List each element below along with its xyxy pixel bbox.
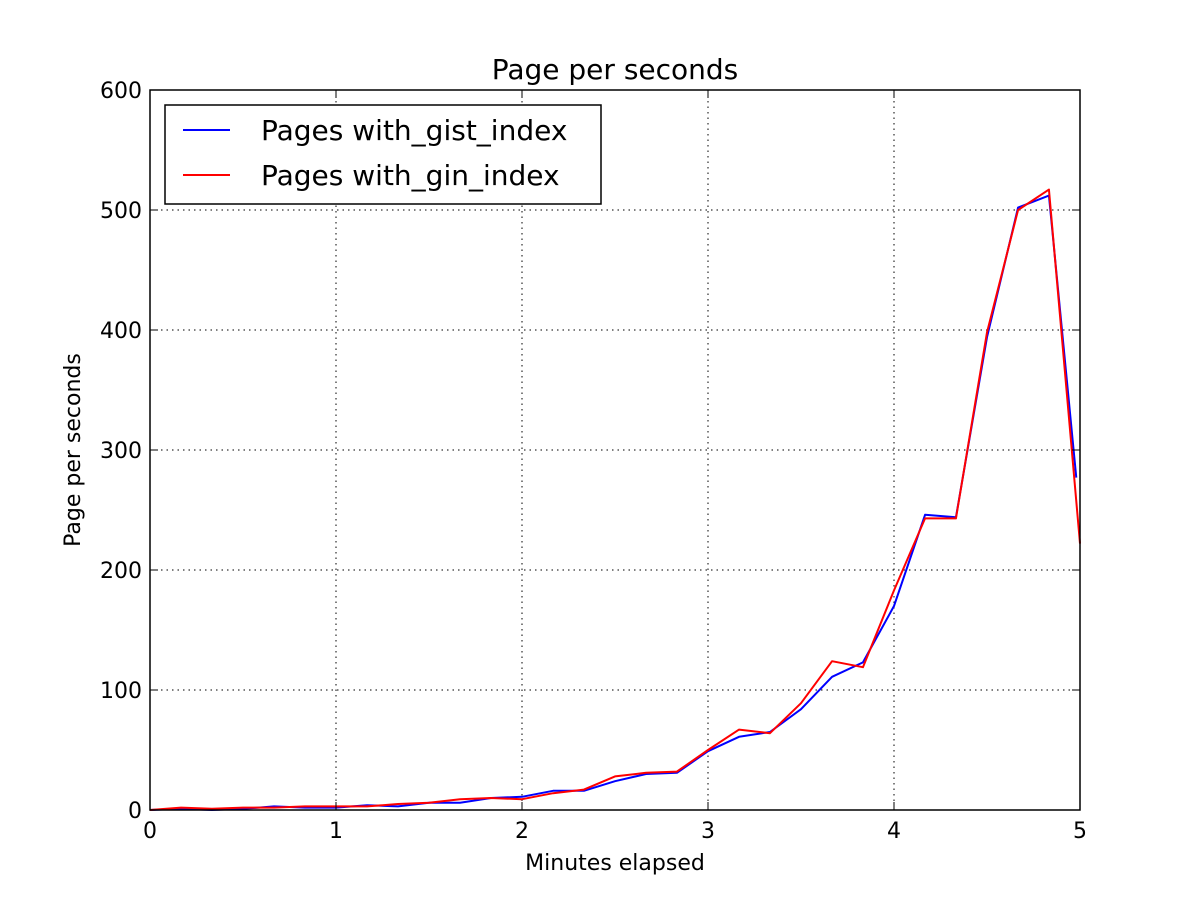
y-tick-label: 600 [100, 79, 142, 104]
y-tick-label: 100 [100, 679, 142, 704]
y-tick-label: 0 [128, 799, 142, 824]
x-axis-label: Minutes elapsed [525, 851, 705, 876]
x-tick-label: 5 [1073, 819, 1087, 844]
y-tick-label: 300 [100, 439, 142, 464]
x-tick-label: 4 [887, 819, 901, 844]
legend: Pages with_gist_index Pages with_gin_ind… [165, 105, 601, 204]
y-tick-label: 500 [100, 199, 142, 224]
chart-title: Page per seconds [492, 53, 739, 86]
y-axis-label: Page per seconds [61, 353, 86, 547]
y-tick-label: 200 [100, 559, 142, 584]
x-tick-label: 3 [701, 819, 715, 844]
x-tick-label: 0 [143, 819, 157, 844]
y-tick-label: 400 [100, 319, 142, 344]
legend-label-gin: Pages with_gin_index [261, 159, 560, 192]
x-tick-label: 1 [329, 819, 343, 844]
legend-label-gist: Pages with_gist_index [261, 114, 567, 147]
x-tick-label: 2 [515, 819, 529, 844]
